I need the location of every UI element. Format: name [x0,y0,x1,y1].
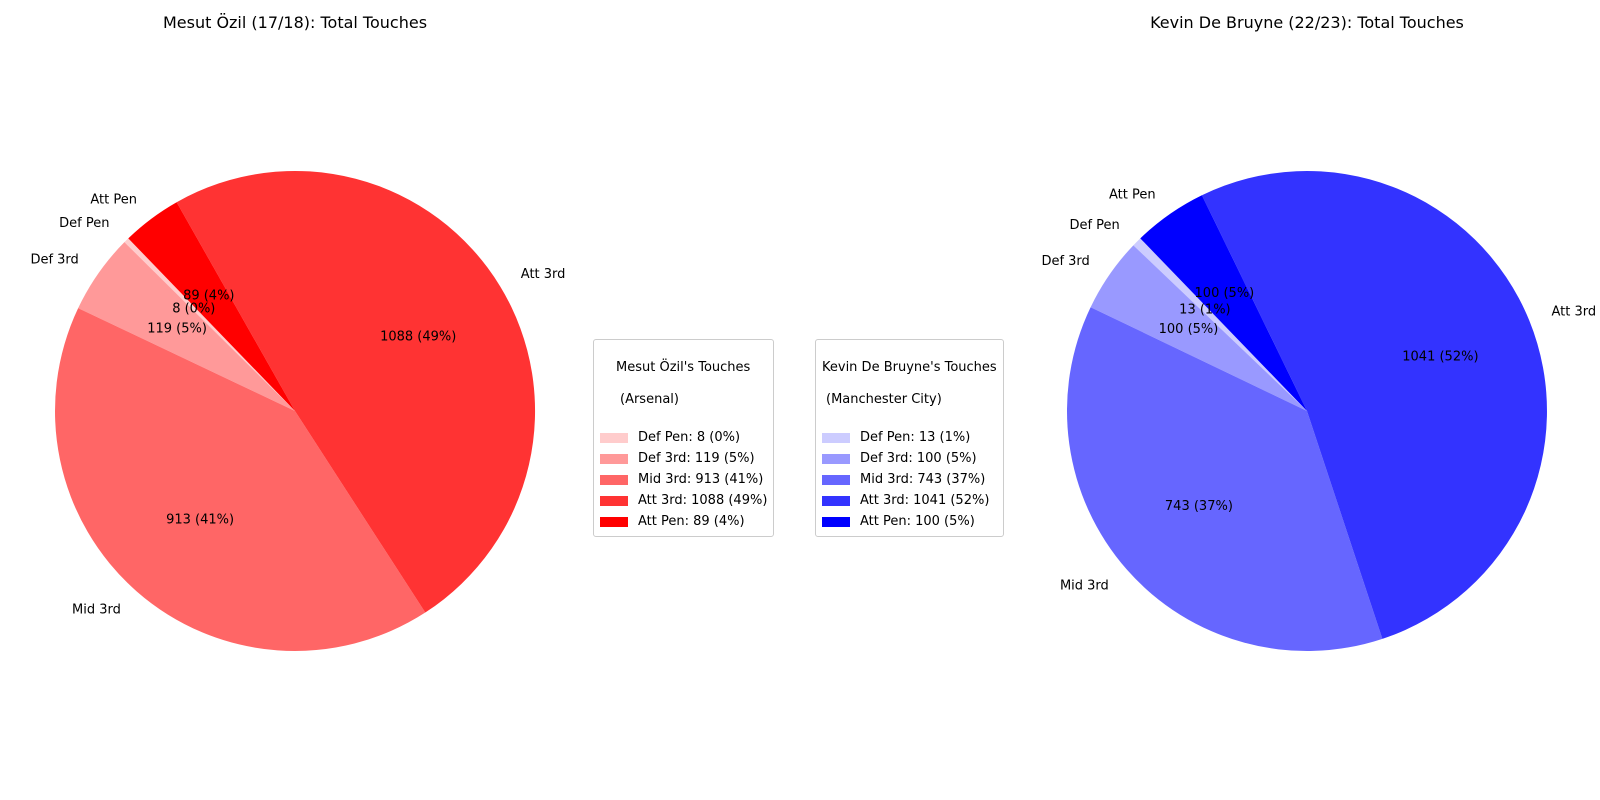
legend-swatch [822,453,850,464]
slice-label-def-pen: Def Pen [59,216,109,231]
legend-label: Att Pen: 100 (5%) [860,514,975,529]
pie-slice-mid-3rd [1066,307,1383,652]
legend-item-att-3rd: Att 3rd: 1041 (52%) [822,490,997,511]
legend-swatch [822,495,850,506]
legend-item-mid-3rd: Mid 3rd: 913 (41%) [600,469,767,490]
slice-value-label: 100 (5%) [1195,286,1255,301]
legend-swatch [600,432,628,443]
slice-value-label: 8 (0%) [172,302,215,317]
chart-title: Mesut Özil (17/18): Total Touches [163,13,427,32]
pie-slice-att-3rd [1201,171,1547,639]
legend-ozil: Mesut Özil's Touches (Arsenal) Def Pen: … [593,339,775,537]
legend-item-def-3rd: Def 3rd: 100 (5%) [822,448,997,469]
legend-item-def-pen: Def Pen: 13 (1%) [822,427,997,448]
slice-label-mid-3rd: Mid 3rd [72,603,121,618]
slice-value-label: 743 (37%) [1165,499,1233,514]
slice-value-label: 913 (41%) [166,512,234,527]
slice-value-label: 1041 (52%) [1402,350,1478,365]
legend-swatch [600,453,628,464]
pie-chart-ozil: Mesut Özil (17/18): Total Touches Def Pe… [30,13,565,651]
slice-label-def-pen: Def Pen [1069,218,1119,233]
legend-label: Mid 3rd: 913 (41%) [638,472,764,487]
pie-slice-def-pen [124,238,295,411]
legend-label: Att 3rd: 1041 (52%) [860,493,990,508]
slice-label-att-pen: Att Pen [1109,188,1156,203]
legend-swatch [822,516,850,527]
legend-title: Mesut Özil's Touches (Arsenal) [616,360,751,407]
pie-slice-def-3rd [78,242,295,411]
legend-swatch [600,495,628,506]
legend-item-def-3rd: Def 3rd: 119 (5%) [600,448,767,469]
slice-value-label: 89 (4%) [183,289,234,304]
pie-slice-att-3rd [176,170,536,613]
legend-label: Mid 3rd: 743 (37%) [860,472,986,487]
slice-label-att-pen: Att Pen [90,193,137,208]
pie-slice-att-pen [128,202,295,411]
legend-swatch [822,432,850,443]
pie-slice-mid-3rd [55,308,426,651]
slice-value-label: 13 (1%) [1179,303,1230,318]
slice-value-label: 1088 (49%) [380,329,456,344]
pie-slice-def-3rd [1090,245,1307,411]
legend-swatch [600,474,628,485]
legend-label: Def Pen: 13 (1%) [860,430,971,445]
legend-item-att-pen: Att Pen: 100 (5%) [822,511,997,532]
slice-value-label: 119 (5%) [147,321,207,336]
pie-chart-de-bruyne: Kevin De Bruyne (22/23): Total Touches D… [1041,13,1597,652]
legend-label: Att Pen: 89 (4%) [638,514,745,529]
legend-title: Kevin De Bruyne's Touches (Manchester Ci… [822,360,997,407]
slice-value-label: 100 (5%) [1159,322,1219,337]
slice-label-att-3rd: Att 3rd [521,267,566,282]
legend-item-att-pen: Att Pen: 89 (4%) [600,511,767,532]
pie-slice-att-pen [1140,195,1307,411]
legend-swatch [600,516,628,527]
legend-label: Att 3rd: 1088 (49%) [638,493,768,508]
slice-label-def-3rd: Def 3rd [30,252,78,267]
legend-swatch [822,474,850,485]
legend-item-mid-3rd: Mid 3rd: 743 (37%) [822,469,997,490]
legend-item-att-3rd: Att 3rd: 1088 (49%) [600,490,767,511]
legend-label: Def 3rd: 100 (5%) [860,451,977,466]
legend-label: Def 3rd: 119 (5%) [638,451,755,466]
slice-label-att-3rd: Att 3rd [1552,305,1597,320]
legend-de-bruyne: Kevin De Bruyne's Touches (Manchester Ci… [815,339,1004,537]
pie-slice-def-pen [1133,238,1307,411]
legend-item-def-pen: Def Pen: 8 (0%) [600,427,767,448]
slice-label-mid-3rd: Mid 3rd [1060,578,1109,593]
legend-label: Def Pen: 8 (0%) [638,430,741,445]
chart-title: Kevin De Bruyne (22/23): Total Touches [1150,13,1464,32]
slice-label-def-3rd: Def 3rd [1041,254,1089,269]
